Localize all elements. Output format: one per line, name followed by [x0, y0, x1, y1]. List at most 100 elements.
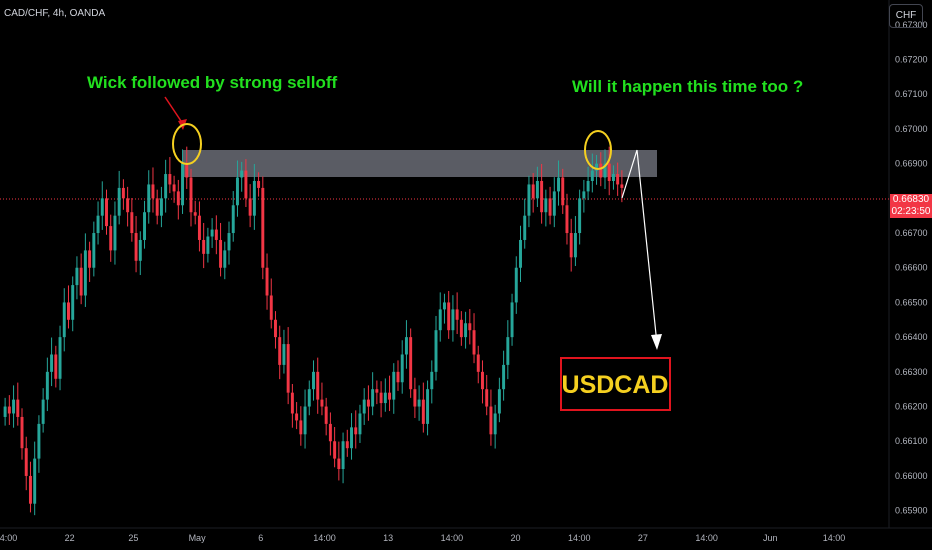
- bearish-candle: [274, 319, 277, 338]
- bearish-candle: [388, 392, 392, 400]
- usdcad-label: USDCAD: [562, 371, 669, 399]
- bullish-candle: [438, 309, 442, 331]
- current-price-label: 0.66830: [890, 194, 932, 206]
- bearish-candle: [599, 163, 603, 178]
- bullish-candle: [497, 389, 501, 414]
- bearish-candle: [278, 337, 282, 365]
- bearish-candle: [16, 399, 20, 417]
- bearish-candle: [126, 198, 130, 213]
- bullish-candle: [611, 174, 615, 181]
- time-tick-label: Jun: [763, 533, 778, 543]
- bearish-candle: [569, 233, 573, 258]
- bullish-candle: [578, 198, 582, 234]
- price-tick-label: 0.65900: [895, 506, 928, 516]
- bearish-candle: [299, 420, 303, 435]
- bullish-candle: [37, 423, 41, 459]
- bullish-candle: [303, 406, 307, 435]
- bullish-candle: [434, 330, 438, 372]
- bearish-candle: [20, 416, 24, 449]
- bullish-candle: [350, 427, 353, 449]
- bullish-candle: [582, 191, 586, 199]
- bullish-candle: [181, 163, 185, 206]
- time-tick-label: 6: [258, 533, 263, 543]
- bullish-candle: [510, 302, 514, 338]
- currency-button[interactable]: CHF: [889, 4, 923, 28]
- bullish-candle: [282, 344, 286, 365]
- bearish-candle: [565, 205, 569, 234]
- bearish-candle: [130, 212, 134, 234]
- bullish-candle: [514, 267, 518, 303]
- price-tick-label: 0.67300: [895, 20, 928, 30]
- bearish-candle: [459, 319, 463, 338]
- bearish-candle: [531, 184, 535, 199]
- bearish-candle: [261, 187, 265, 268]
- bullish-candle: [50, 354, 54, 372]
- bullish-candle: [117, 187, 121, 216]
- right-wick-circle[interactable]: [584, 130, 612, 170]
- bullish-candle: [464, 323, 468, 338]
- bullish-candle: [358, 413, 362, 435]
- projection-path[interactable]: [621, 149, 658, 345]
- price-tick-label: 0.67100: [895, 89, 928, 99]
- bearish-candle: [202, 239, 206, 254]
- bullish-candle: [451, 309, 455, 331]
- time-axis: 14:00 22 25 May 6 14:00 13 14:00 20 14:00 27 14:00 J…: [0, 533, 845, 543]
- bearish-candle: [67, 302, 70, 320]
- time-tick-label: 14:00: [695, 533, 718, 543]
- bullish-candle: [519, 239, 522, 268]
- bearish-candle: [421, 399, 425, 424]
- bullish-candle: [586, 180, 590, 192]
- time-tick-label: 14:00: [568, 533, 591, 543]
- bullish-candle: [3, 406, 7, 417]
- usdcad-box[interactable]: [560, 357, 671, 411]
- bearish-candle: [219, 239, 223, 268]
- bullish-candle: [240, 170, 244, 178]
- price-tick-label: 0.66500: [895, 297, 928, 307]
- bearish-candle: [257, 180, 261, 188]
- bullish-candle: [231, 205, 235, 234]
- bullish-candle: [362, 399, 366, 414]
- bullish-candle: [12, 399, 16, 414]
- bullish-candle: [417, 399, 421, 407]
- bullish-candle: [138, 239, 142, 261]
- bearish-candle: [244, 170, 248, 199]
- bullish-candle: [71, 285, 75, 320]
- right-annotation[interactable]: Will it happen this time too ?: [572, 77, 803, 96]
- bearish-candle: [485, 389, 489, 407]
- time-tick-label: May: [189, 533, 207, 543]
- bullish-candle: [573, 233, 577, 258]
- bullish-candle: [96, 215, 100, 234]
- left-wick-circle[interactable]: [172, 123, 202, 165]
- bullish-candle: [426, 389, 430, 424]
- resistance-zone[interactable]: [183, 150, 657, 177]
- bullish-candle: [371, 389, 375, 407]
- bearish-candle: [295, 413, 299, 421]
- bullish-candle: [147, 184, 151, 213]
- bullish-candle: [595, 163, 599, 171]
- price-tick-label: 0.66200: [895, 402, 928, 412]
- bearish-candle: [548, 198, 552, 216]
- time-tick-label: 14:00: [0, 533, 17, 543]
- bearish-candle: [320, 399, 324, 407]
- bearish-candle: [375, 389, 379, 393]
- bearish-candle: [316, 371, 320, 400]
- bearish-candle: [168, 174, 172, 185]
- bearish-candle: [286, 344, 290, 393]
- bullish-candle: [557, 177, 560, 192]
- bullish-candle: [442, 302, 446, 310]
- bearish-candle: [481, 371, 484, 390]
- time-tick-label: 14:00: [313, 533, 336, 543]
- bullish-candle: [92, 233, 96, 268]
- bullish-candle: [341, 441, 345, 470]
- bearish-candle: [134, 233, 138, 261]
- bearish-candle: [176, 191, 180, 206]
- bullish-candle: [603, 163, 607, 178]
- bullish-candle: [404, 337, 408, 355]
- left-annotation-arrow: [164, 96, 184, 125]
- bullish-candle: [206, 236, 210, 254]
- left-annotation[interactable]: Wick followed by strong selloff: [87, 73, 337, 92]
- bullish-candle: [58, 337, 62, 379]
- price-tick-label: 0.67200: [895, 55, 928, 65]
- price-tick-label: 0.66600: [895, 263, 928, 273]
